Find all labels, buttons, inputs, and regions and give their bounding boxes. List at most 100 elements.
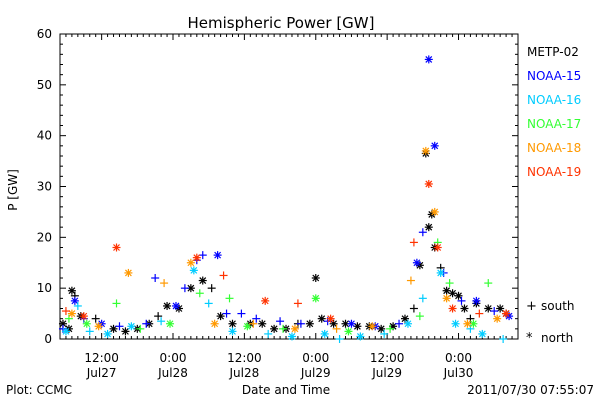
x-tick-label-date: Jul28 [157, 366, 188, 380]
data-point-noaa-19-north [326, 314, 335, 323]
data-point-noaa-18-south [332, 324, 341, 333]
data-point-noaa-18-north [94, 322, 103, 331]
data-point-noaa-18-north [442, 294, 451, 303]
marker-label-north: north [541, 331, 573, 345]
x-axis-ticks: 12:00Jul270:00Jul2812:00Jul280:00Jul2912… [59, 34, 519, 380]
data-point-noaa-19-south [475, 309, 484, 318]
data-point-metp-02-north [424, 223, 433, 232]
data-point-noaa-18-south [249, 319, 258, 328]
y-tick-label: 10 [37, 281, 52, 295]
data-point-noaa-18-north [290, 324, 299, 333]
series-legend: METP-02 NOAA-15 NOAA-16 NOAA-17 NOAA-18 NOAA-… [527, 45, 581, 179]
data-point-noaa-16-north [61, 327, 70, 336]
data-point-noaa-17-south [225, 294, 234, 303]
data-point-metp-02-south [91, 314, 100, 323]
y-tick-label: 0 [44, 332, 52, 346]
data-point-noaa-15-north [347, 319, 356, 328]
data-point-metp-02-north [305, 319, 314, 328]
legend-entry-metp-02: METP-02 [527, 45, 579, 59]
x-tick-label-date: Jul29 [300, 366, 331, 380]
data-point-metp-02-north [228, 319, 237, 328]
data-point-noaa-17-north [166, 319, 175, 328]
x-tick-label-time: 0:00 [302, 351, 329, 365]
data-point-noaa-16-south [264, 329, 273, 338]
data-point-noaa-15-north [171, 301, 180, 310]
data-point-noaa-15-south [237, 309, 246, 318]
data-point-noaa-16-north [228, 327, 237, 336]
data-point-noaa-15-south [296, 319, 305, 328]
x-tick-label-time: 0:00 [160, 351, 187, 365]
legend-entry-noaa-19: NOAA-19 [527, 165, 581, 179]
data-point-noaa-15-north [70, 296, 79, 305]
marker-symbol-south: + [526, 299, 537, 314]
y-axis-ticks: 0 10 20 30 40 50 60 [37, 27, 518, 346]
marker-legend-south: + south [526, 299, 575, 314]
data-point-noaa-16-north [451, 319, 460, 328]
data-point-noaa-16-south [499, 335, 508, 343]
data-point-metp-02-south [154, 312, 163, 321]
data-point-noaa-19-south [409, 238, 418, 247]
data-point-noaa-18-north [124, 268, 133, 277]
chart-title: Hemispheric Power [GW] [188, 14, 375, 32]
data-points [58, 55, 514, 343]
y-tick-label: 20 [37, 230, 52, 244]
data-point-noaa-16-south [335, 335, 344, 343]
data-point-noaa-15-south [142, 319, 151, 328]
data-point-noaa-19-north [433, 243, 442, 252]
data-point-noaa-15-north [472, 296, 481, 305]
data-point-noaa-19-north [79, 312, 88, 321]
data-point-noaa-18-north [210, 319, 219, 328]
marker-symbol-north: * [526, 331, 533, 346]
data-point-metp-02-north [258, 319, 267, 328]
data-point-noaa-15-north [213, 251, 222, 260]
data-point-noaa-19-south [61, 307, 70, 316]
data-point-noaa-17-south [386, 324, 395, 333]
data-point-noaa-16-north [436, 268, 445, 277]
data-point-noaa-19-north [448, 304, 457, 313]
data-point-noaa-18-north [430, 207, 439, 216]
data-point-noaa-16-north [189, 266, 198, 275]
data-point-noaa-16-north [320, 329, 329, 338]
data-point-noaa-16-south [85, 327, 94, 336]
data-point-noaa-17-south [484, 279, 493, 288]
marker-legend-north: * north [526, 331, 573, 346]
data-point-noaa-15-south [115, 322, 124, 331]
data-point-noaa-16-south [418, 294, 427, 303]
x-tick-label-time: 12:00 [227, 351, 262, 365]
y-tick-label: 40 [37, 129, 52, 143]
data-point-noaa-19-south [293, 299, 302, 308]
data-point-noaa-15-north [430, 141, 439, 150]
data-point-noaa-15-south [490, 307, 499, 316]
data-point-noaa-18-north [463, 319, 472, 328]
data-point-noaa-17-north [311, 294, 320, 303]
data-point-noaa-15-south [276, 317, 285, 326]
data-point-noaa-19-north [424, 179, 433, 188]
data-point-noaa-16-north [127, 322, 136, 331]
data-point-noaa-15-south [457, 296, 466, 305]
data-point-noaa-17-south [279, 324, 288, 333]
data-point-noaa-15-south [252, 314, 261, 323]
x-tick-label-time: 12:00 [84, 351, 119, 365]
data-point-metp-02-north [198, 276, 207, 285]
data-point-noaa-16-south [204, 299, 213, 308]
y-tick-label: 60 [37, 27, 52, 41]
data-point-noaa-19-north [112, 243, 121, 252]
data-point-noaa-15-south [180, 284, 189, 293]
data-point-noaa-15-south [418, 228, 427, 237]
data-point-metp-02-north [121, 327, 130, 336]
data-point-metp-02-north [454, 291, 463, 300]
data-point-metp-02-north [400, 314, 409, 323]
x-tick-label-date: Jul29 [371, 366, 402, 380]
x-tick-label-time: 0:00 [445, 351, 472, 365]
data-point-noaa-17-north [243, 322, 252, 331]
data-point-noaa-18-south [406, 276, 415, 285]
data-point-noaa-16-south [157, 317, 166, 326]
x-tick-label-time: 12:00 [370, 351, 405, 365]
data-point-noaa-16-north [287, 332, 296, 341]
data-point-metp-02-south [207, 284, 216, 293]
data-point-metp-02-north [163, 301, 172, 310]
data-point-noaa-18-north [186, 258, 195, 267]
data-point-noaa-15-south [395, 319, 404, 328]
data-point-noaa-17-north [82, 319, 91, 328]
